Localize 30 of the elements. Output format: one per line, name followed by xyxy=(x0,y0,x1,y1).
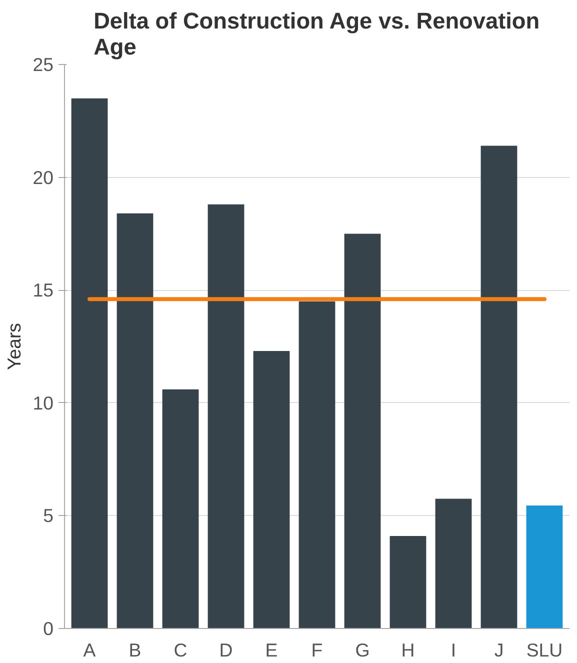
x-tick-label: B xyxy=(128,640,142,660)
x-tick-label: J xyxy=(494,640,504,660)
bar xyxy=(435,498,472,628)
y-axis-title: Years xyxy=(4,322,25,370)
x-tick-label: I xyxy=(450,640,456,660)
chart-title: Delta of Construction Age vs. Renovation Age xyxy=(94,8,540,60)
y-tick-label: 5 xyxy=(43,505,54,526)
x-tick-label: A xyxy=(83,640,96,660)
x-tick-label: H xyxy=(401,640,415,660)
x-tick-label: D xyxy=(219,640,233,660)
y-tick-label: 0 xyxy=(43,618,54,639)
y-tick-label: 10 xyxy=(32,392,54,414)
x-tick-label: F xyxy=(311,640,323,660)
bar xyxy=(208,204,244,628)
bar xyxy=(344,234,381,628)
bar xyxy=(298,301,336,628)
x-tick-label: G xyxy=(355,640,370,660)
bar xyxy=(526,506,563,628)
bar xyxy=(253,351,290,628)
x-tick-label: SLU xyxy=(526,640,563,660)
y-tick-label: 25 xyxy=(32,54,54,75)
x-tick-label: E xyxy=(265,640,278,660)
y-tick-label: 20 xyxy=(32,166,54,188)
y-tick-label: 15 xyxy=(32,280,54,301)
x-tick-label: C xyxy=(174,640,188,660)
bar xyxy=(480,146,518,628)
bar xyxy=(71,98,108,628)
bar xyxy=(390,536,426,628)
bar xyxy=(116,213,154,628)
bar xyxy=(162,389,199,628)
